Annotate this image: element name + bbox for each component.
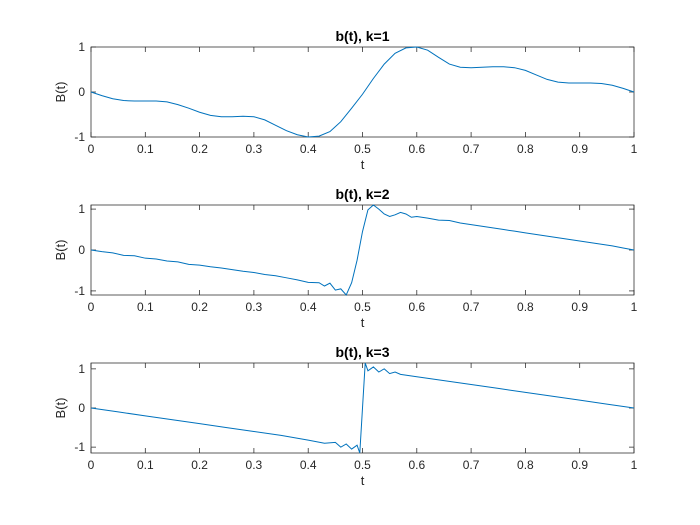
x-tick-label: 0.5 — [354, 142, 371, 156]
x-tick-label: 0.4 — [300, 300, 317, 314]
x-tick-label: 0.5 — [354, 458, 371, 472]
y-tick-labels: -1 0 1 — [74, 202, 85, 298]
x-tick-label: 0.3 — [246, 142, 263, 156]
y-tick-labels: -1 0 1 — [74, 40, 85, 144]
x-tick-label: 0.2 — [191, 300, 208, 314]
series-line — [90, 46, 635, 138]
x-tick-label: 0.6 — [408, 300, 425, 314]
x-tick-label: 0.9 — [571, 300, 588, 314]
x-tick-label: 0.7 — [463, 458, 480, 472]
x-tick-labels: 0 0.1 0.2 0.3 0.4 0.5 0.6 0.7 0.8 0.9 1 — [88, 142, 638, 156]
subplot-k1: b(t), k=1 0 0.1 0.2 0.3 0.4 0.5 0.6 0.7 0.8 0.9 1 … — [53, 28, 638, 172]
x-tick-label: 0.6 — [408, 142, 425, 156]
x-tick-label: 0.3 — [246, 458, 263, 472]
x-axis-label: t — [361, 473, 365, 488]
y-tick-label: 1 — [78, 362, 85, 376]
y-tick-labels: -1 0 1 — [74, 362, 85, 454]
y-axis-label: B(t) — [53, 240, 68, 261]
subplot-title: b(t), k=1 — [335, 28, 389, 44]
x-tick-label: 0.1 — [137, 300, 154, 314]
plot-area — [90, 46, 635, 138]
x-tick-label: 0.1 — [137, 458, 154, 472]
series-line — [90, 362, 635, 454]
y-tick-label: 0 — [78, 85, 85, 99]
x-tick-label: 0.7 — [463, 300, 480, 314]
x-tick-label: 1 — [631, 300, 638, 314]
x-tick-label: 0.8 — [517, 300, 534, 314]
x-tick-label: 1 — [631, 458, 638, 472]
x-tick-label: 0.6 — [408, 458, 425, 472]
y-axis-label: B(t) — [53, 398, 68, 419]
x-tick-label: 1 — [631, 142, 638, 156]
y-tick-label: -1 — [74, 284, 85, 298]
x-tick-label: 0.2 — [191, 142, 208, 156]
tick-marks — [90, 46, 635, 138]
x-tick-label: 0.3 — [246, 300, 263, 314]
x-axis-label: t — [361, 157, 365, 172]
x-tick-label: 0 — [88, 458, 95, 472]
x-tick-labels: 0 0.1 0.2 0.3 0.4 0.5 0.6 0.7 0.8 0.9 1 — [88, 458, 638, 472]
x-tick-label: 0 — [88, 142, 95, 156]
x-tick-label: 0.1 — [137, 142, 154, 156]
x-tick-label: 0.9 — [571, 458, 588, 472]
x-tick-labels: 0 0.1 0.2 0.3 0.4 0.5 0.6 0.7 0.8 0.9 1 — [88, 300, 638, 314]
y-tick-label: 0 — [78, 401, 85, 415]
y-tick-label: -1 — [74, 130, 85, 144]
x-tick-label: 0.9 — [571, 142, 588, 156]
subplot-title: b(t), k=3 — [335, 344, 389, 360]
series-line — [90, 204, 635, 296]
subplot-k3: b(t), k=3 0 0.1 0.2 0.3 0.4 0.5 0.6 0.7 0.8 0.9 1 … — [53, 344, 638, 488]
y-tick-label: -1 — [74, 440, 85, 454]
x-tick-label: 0.8 — [517, 458, 534, 472]
subplot-k2: b(t), k=2 0 0.1 0.2 0.3 0.4 0.5 0.6 0.7 0.8 0.9 1 … — [53, 186, 638, 330]
y-tick-label: 1 — [78, 202, 85, 216]
x-tick-label: 0 — [88, 300, 95, 314]
x-tick-label: 0.8 — [517, 142, 534, 156]
x-tick-label: 0.7 — [463, 142, 480, 156]
subplot-title: b(t), k=2 — [335, 186, 389, 202]
y-axis-label: B(t) — [53, 82, 68, 103]
x-tick-label: 0.2 — [191, 458, 208, 472]
y-tick-label: 1 — [78, 40, 85, 54]
x-axis-label: t — [361, 315, 365, 330]
x-tick-label: 0.4 — [300, 458, 317, 472]
x-tick-label: 0.5 — [354, 300, 371, 314]
x-tick-label: 0.4 — [300, 142, 317, 156]
y-tick-label: 0 — [78, 243, 85, 257]
tick-marks — [90, 205, 635, 295]
plot-area — [90, 204, 635, 296]
